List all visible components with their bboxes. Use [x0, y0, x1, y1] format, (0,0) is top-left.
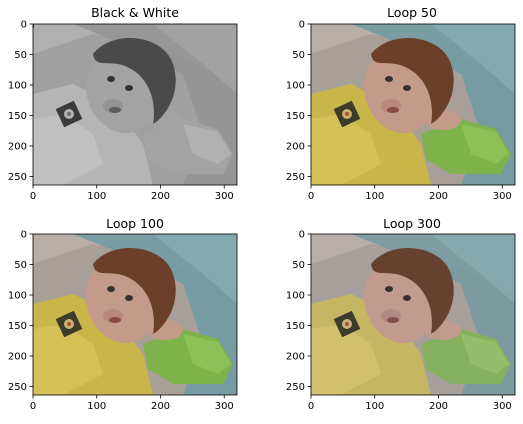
- panel-2-xtick-label-100: 100: [365, 191, 384, 202]
- panel-4-xtick-label-300: 300: [493, 401, 512, 412]
- panel-2-title: Loop 50: [387, 5, 437, 20]
- panel-2-ytick-label-0: 0: [299, 20, 305, 31]
- panel-2: Loop 50: [311, 5, 515, 185]
- panel-1-image: [33, 24, 237, 185]
- panel-4-title: Loop 300: [383, 216, 441, 231]
- panel-1-xtick-label-100: 100: [87, 191, 106, 202]
- panel-4-ytick-label-250: 250: [286, 382, 305, 393]
- panel-1: Black & White: [33, 5, 237, 185]
- panel-2-xtick-label-0: 0: [308, 191, 314, 202]
- panel-1-ytick-label-150: 150: [8, 111, 27, 122]
- panel-1-title: Black & White: [91, 5, 179, 20]
- panel-2-ytick-label-200: 200: [286, 141, 305, 152]
- panel-4-xtick-label-200: 200: [429, 401, 448, 412]
- panel-3-ytick-label-0: 0: [21, 230, 27, 241]
- panel-2-xtick-label-300: 300: [493, 191, 512, 202]
- panel-3-image: [33, 234, 237, 395]
- panel-4-xtick-label-100: 100: [365, 401, 384, 412]
- panel-4-ytick-label-100: 100: [286, 290, 305, 301]
- panel-3-xtick-label-0: 0: [30, 401, 36, 412]
- panel-3-ytick-label-150: 150: [8, 321, 27, 332]
- panel-1-ytick-label-0: 0: [21, 20, 27, 31]
- panel-3: Loop 100: [33, 216, 237, 395]
- panel-1-xtick-label-300: 300: [215, 191, 234, 202]
- panel-2-ytick-label-100: 100: [286, 80, 305, 91]
- panel-3-ytick-label-50: 50: [14, 260, 27, 271]
- panel-3-title: Loop 100: [106, 216, 164, 231]
- panel-2-image: [311, 24, 515, 185]
- panel-2-ytick-label-150: 150: [286, 111, 305, 122]
- panel-3-xtick-label-100: 100: [87, 401, 106, 412]
- panel-3-ytick-label-200: 200: [8, 351, 27, 362]
- panel-3-ytick-label-100: 100: [8, 290, 27, 301]
- panel-2-ytick-label-250: 250: [286, 172, 305, 183]
- panel-1-ytick-label-200: 200: [8, 141, 27, 152]
- panel-4-image: [311, 234, 515, 395]
- panel-1-ytick-label-250: 250: [8, 172, 27, 183]
- panel-1-xtick-label-0: 0: [30, 191, 36, 202]
- panel-1-ytick-label-50: 50: [14, 50, 27, 61]
- panel-2-xtick-label-200: 200: [429, 191, 448, 202]
- panel-4-ytick-label-200: 200: [286, 351, 305, 362]
- panel-2-ytick-label-50: 50: [292, 50, 305, 61]
- panel-3-ytick-label-250: 250: [8, 382, 27, 393]
- panel-3-xtick-label-300: 300: [215, 401, 234, 412]
- panel-4-ytick-label-150: 150: [286, 321, 305, 332]
- panel-1-xtick-label-200: 200: [151, 191, 170, 202]
- panel-1-ytick-label-100: 100: [8, 80, 27, 91]
- panel-4-xtick-label-0: 0: [308, 401, 314, 412]
- panel-4-ytick-label-0: 0: [299, 230, 305, 241]
- panel-4-ytick-label-50: 50: [292, 260, 305, 271]
- panel-4: Loop 300: [311, 216, 515, 395]
- panel-3-xtick-label-200: 200: [151, 401, 170, 412]
